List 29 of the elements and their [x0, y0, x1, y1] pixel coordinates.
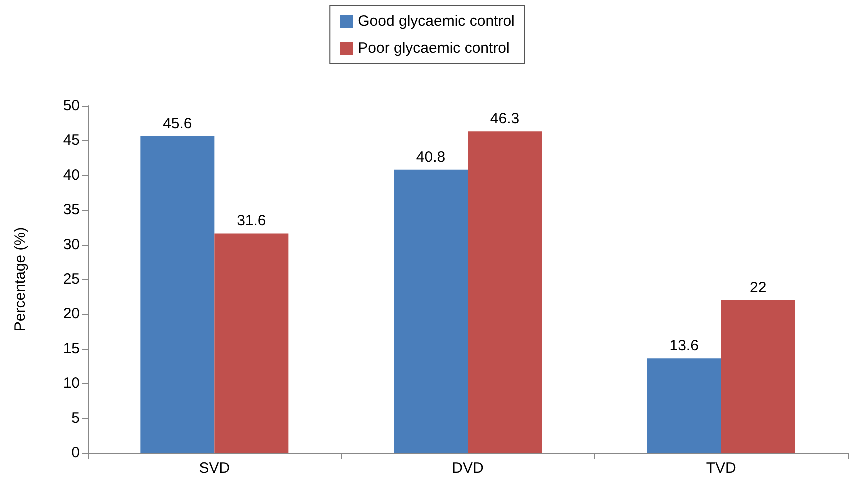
y-tick-label: 30: [63, 236, 80, 254]
x-tick-label: DVD: [452, 460, 484, 477]
y-tick-label: 0: [72, 444, 80, 462]
data-label: 31.6: [237, 212, 266, 230]
bar: [647, 358, 722, 453]
data-label: 45.6: [163, 116, 192, 133]
y-tick-label: 35: [63, 202, 80, 219]
legend-label: Good glycaemic control: [358, 13, 515, 30]
y-tick-label: 45: [63, 132, 80, 150]
y-tick-label: 20: [63, 306, 80, 323]
bar: [140, 136, 215, 453]
y-tick-label: 40: [63, 166, 80, 184]
data-label: 46.3: [490, 110, 520, 128]
data-label: 13.6: [670, 338, 699, 355]
y-tick-label: 25: [63, 271, 80, 288]
data-label: 22: [750, 279, 767, 296]
y-axis-title: Percentage (%): [12, 227, 29, 332]
bar: [468, 132, 542, 453]
x-tick-label: TVD: [706, 460, 736, 477]
y-tick-label: 10: [63, 375, 80, 392]
legend-label: Poor glycaemic control: [358, 40, 510, 57]
x-tick-label: SVD: [199, 460, 230, 477]
y-tick-label: 5: [72, 410, 80, 427]
y-tick-label: 50: [63, 98, 80, 114]
bar: [721, 300, 796, 453]
bar: [394, 170, 468, 453]
y-tick-label: 15: [63, 340, 80, 358]
data-label: 40.8: [416, 148, 446, 166]
bar: [214, 234, 289, 453]
